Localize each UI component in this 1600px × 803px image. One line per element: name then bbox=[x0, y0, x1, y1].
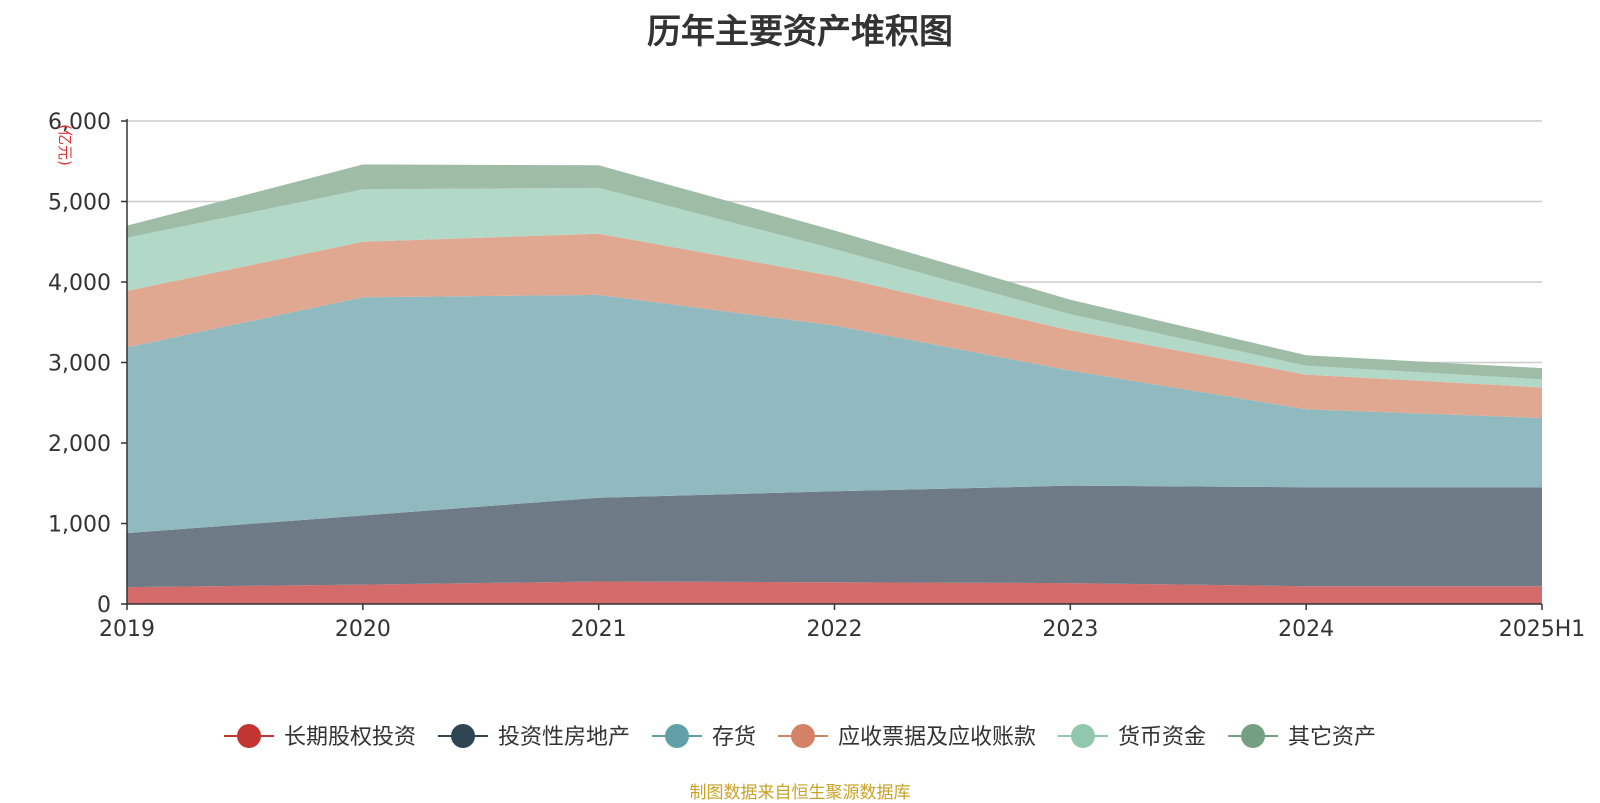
legend-marker bbox=[1071, 724, 1095, 748]
legend-marker bbox=[791, 724, 815, 748]
area-series-1 bbox=[127, 581, 1542, 604]
area-layer bbox=[127, 164, 1542, 604]
axes: 0 1,000 2,000 3,000 4,000 5,000 6,000 2019 2020 2… bbox=[48, 110, 1585, 642]
legend-item-3[interactable]: 存货 bbox=[652, 724, 756, 750]
y-tick-label: 4,000 bbox=[48, 271, 111, 296]
legend-marker bbox=[237, 724, 261, 748]
x-tick-label: 2021 bbox=[571, 617, 627, 642]
y-tick-label: 3,000 bbox=[48, 352, 111, 377]
legend-label: 应收票据及应收账款 bbox=[838, 725, 1036, 750]
area-series-2 bbox=[127, 485, 1542, 588]
legend-label: 投资性房地产 bbox=[498, 725, 630, 750]
legend-marker bbox=[665, 724, 689, 748]
y-tick-label: 0 bbox=[97, 593, 111, 618]
legend-label: 货币资金 bbox=[1118, 725, 1206, 750]
legend-marker bbox=[1241, 724, 1265, 748]
legend-label: 其它资产 bbox=[1288, 725, 1376, 750]
x-tick-label: 2024 bbox=[1278, 617, 1334, 642]
area-series-3 bbox=[127, 294, 1542, 534]
legend-marker bbox=[451, 724, 475, 748]
chart-title: 历年主要资产堆积图 bbox=[647, 12, 953, 52]
y-tick-label: 5,000 bbox=[48, 191, 111, 216]
legend-item-6[interactable]: 其它资产 bbox=[1228, 724, 1376, 750]
x-tick-label: 2020 bbox=[335, 617, 391, 642]
x-tick-label: 2019 bbox=[99, 617, 155, 642]
y-tick-label: 1,000 bbox=[48, 513, 111, 538]
legend-label: 长期股权投资 bbox=[284, 725, 416, 750]
y-tick-label: 2,000 bbox=[48, 432, 111, 457]
legend: 长期股权投资 投资性房地产 存货 应收票据及应收账款 货币资金 其它资产 bbox=[224, 724, 1376, 750]
legend-item-2[interactable]: 投资性房地产 bbox=[438, 724, 630, 750]
legend-label: 存货 bbox=[712, 725, 756, 750]
y-axis-unit-label: (亿元) bbox=[56, 124, 74, 166]
x-tick-label: 2025H1 bbox=[1499, 617, 1586, 642]
source-note: 制图数据来自恒生聚源数据库 bbox=[689, 783, 911, 803]
legend-item-1[interactable]: 长期股权投资 bbox=[224, 724, 416, 750]
y-tick-label: 6,000 bbox=[48, 110, 111, 135]
x-tick-label: 2023 bbox=[1042, 617, 1098, 642]
area-series-4 bbox=[127, 233, 1542, 419]
x-tick-label: 2022 bbox=[807, 617, 863, 642]
legend-item-5[interactable]: 货币资金 bbox=[1058, 724, 1206, 750]
legend-item-4[interactable]: 应收票据及应收账款 bbox=[778, 724, 1036, 750]
